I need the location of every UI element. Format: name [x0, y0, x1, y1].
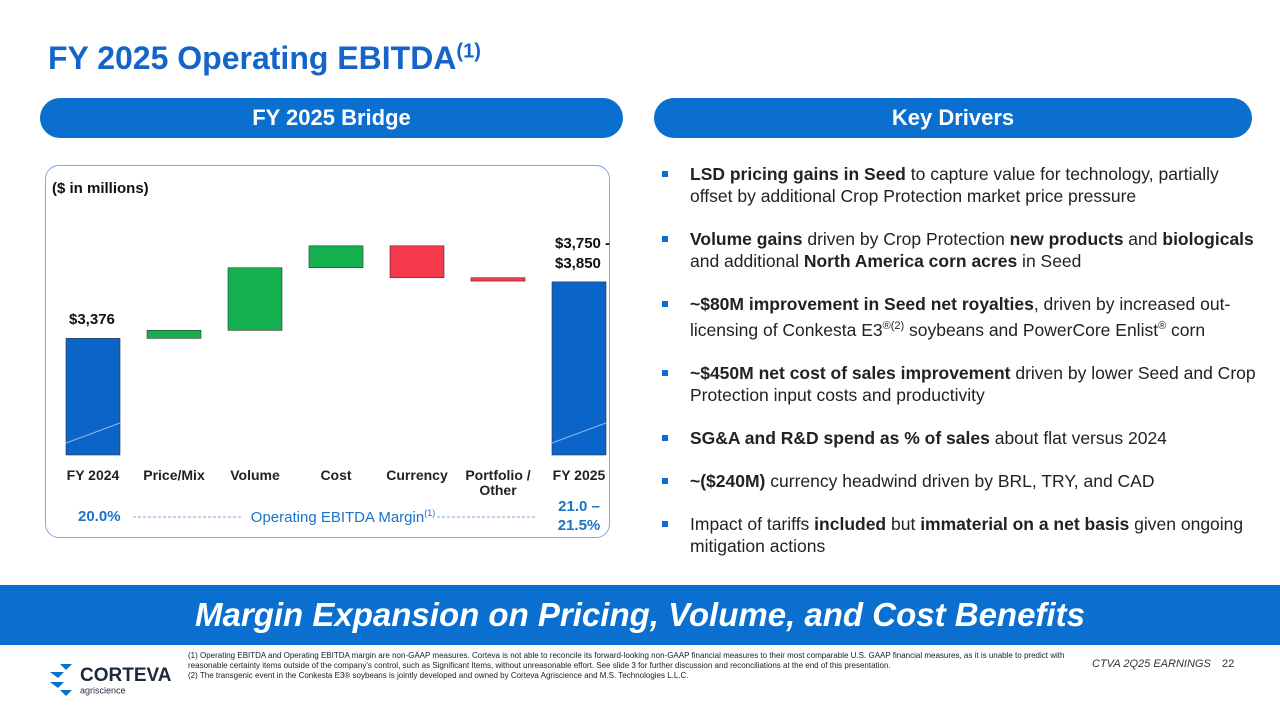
unit-note: ($ in millions) — [52, 180, 149, 197]
bar — [146, 330, 202, 339]
driver-text: driven by Crop Protection — [802, 229, 1010, 249]
header-text: Key Drivers — [891, 105, 1015, 130]
header-text: FY 2025 Bridge — [252, 105, 411, 130]
section-header: FY 2025 Bridge — [40, 98, 623, 138]
margin-end: 21.0 – 21.5% — [557, 498, 601, 534]
driver-text: currency headwind driven by BRL, TRY, an… — [765, 470, 1155, 491]
driver-text: SG&A and R&D spend as % of sales — [690, 427, 990, 448]
driver-text: included — [814, 513, 887, 534]
x-tick-label: FY 2024 — [66, 467, 120, 483]
x-tick-label: Portfolio / Other — [465, 467, 531, 498]
page-number: 22 — [1222, 658, 1235, 670]
footnote: (1) Operating EBITDA and Operating EBITD… — [188, 651, 1065, 670]
driver-text: , driven by increased out-licensing of C… — [690, 294, 1231, 340]
data-label: $3,750 - $3,850 — [555, 234, 611, 272]
driver-bullet: Volume gains driven by Crop Protection n… — [662, 228, 1262, 272]
banner-text: Margin Expansion on Pricing, Volume, and… — [195, 596, 1085, 633]
banner: Margin Expansion on Pricing, Volume, and… — [0, 585, 1280, 645]
driver-bullet: ~$80M improvement in Seed net royalties,… — [662, 293, 1262, 341]
title-sup: (1) — [456, 40, 481, 63]
driver-text: driven by lower Seed and Crop Protection… — [690, 362, 1256, 405]
driver-text: new products — [1009, 229, 1124, 249]
driver-text: and — [1123, 229, 1163, 249]
bar — [389, 245, 445, 279]
footnotes: (1) Operating EBITDA and Operating EBITD… — [188, 651, 1068, 681]
bar — [308, 245, 364, 269]
bar — [470, 277, 526, 282]
footer-label: CTVA 2Q25 EARNINGS — [1092, 658, 1211, 670]
x-tick-label: Cost — [320, 467, 352, 483]
data-label: $3,376 — [69, 311, 115, 329]
bar-highlight — [551, 422, 607, 444]
slide-title: FY 2025 Operating EBITDA(1) — [48, 40, 481, 77]
margin-start: 20.0% — [78, 508, 121, 525]
driver-bullet: ~$450M net cost of sales improvement dri… — [662, 362, 1262, 406]
driver-text: ~($240M) — [690, 470, 766, 491]
driver-text: immaterial on a net basis — [920, 513, 1130, 534]
x-tick-label: Price/Mix — [143, 467, 205, 483]
driver-text: North America corn acres — [803, 251, 1018, 271]
logo-name: CORTEVA — [80, 665, 172, 686]
title-text: FY 2025 Operating EBITDA — [48, 40, 457, 76]
driver-text: ~$450M net cost of sales improvement — [690, 362, 1011, 383]
driver-text: soybeans and PowerCore Enlist — [904, 319, 1159, 340]
logo: CORTEVA agriscience — [50, 664, 172, 696]
bar-highlight — [65, 422, 121, 444]
margin-label-sup: (1) — [424, 508, 436, 518]
driver-text: LSD pricing gains in Seed — [690, 164, 906, 184]
bar — [551, 281, 607, 456]
logo-sub: agriscience — [80, 685, 126, 695]
driver-text: ~$80M improvement in Seed net royalties — [690, 294, 1034, 314]
driver-text: given ongoing mitigation actions — [690, 513, 1244, 556]
margin-label-text: Operating EBITDA Margin — [250, 509, 425, 526]
driver-text: biologicals — [1162, 229, 1254, 249]
driver-text: and additional — [690, 251, 804, 271]
driver-text: corn — [1166, 319, 1206, 340]
bar — [65, 338, 121, 456]
driver-bullet: Impact of tariffs included but immateria… — [662, 513, 1262, 557]
driver-text: ® — [1158, 320, 1167, 332]
driver-text: to capture value for technology, partial… — [690, 164, 1219, 206]
driver-text: but — [886, 513, 921, 534]
driver-text: Volume gains — [690, 229, 803, 249]
bar — [227, 267, 283, 331]
logo-mark — [50, 664, 72, 696]
driver-text: about flat versus 2024 — [989, 427, 1167, 448]
driver-bullet: ~($240M) currency headwind driven by BRL… — [662, 470, 1262, 492]
driver-list: LSD pricing gains in Seed to capture val… — [662, 163, 1262, 578]
x-tick-label: Currency — [386, 467, 448, 483]
x-tick-label: FY 2025 — [552, 467, 606, 483]
driver-text: in Seed — [1017, 251, 1082, 271]
chart-frame — [45, 165, 610, 538]
waterfall-svg — [65, 245, 607, 518]
driver-text: ®(2) — [882, 320, 905, 332]
driver-bullet: LSD pricing gains in Seed to capture val… — [662, 163, 1262, 207]
chart: FY 2024 $3,376 Price/Mix Volume Cost Currency… — [45, 165, 612, 540]
margin-label: Operating EBITDA Margin(1) — [248, 508, 438, 526]
section-header: Key Drivers — [654, 98, 1252, 138]
footnote: (2) The transgenic event in the Conkesta… — [188, 671, 689, 680]
driver-text: Impact of tariffs — [690, 513, 815, 534]
driver-bullet: SG&A and R&D spend as % of sales about f… — [662, 427, 1262, 449]
x-tick-label: Volume — [230, 467, 280, 483]
